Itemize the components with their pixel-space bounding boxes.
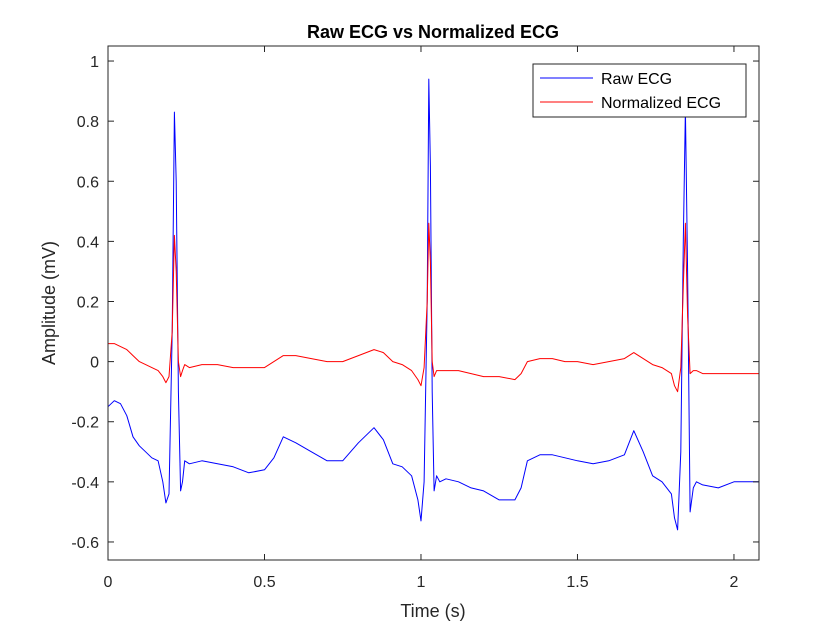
x-tick-label: 1 xyxy=(417,574,426,591)
y-tick-label: -0.2 xyxy=(71,415,99,432)
chart-title: Raw ECG vs Normalized ECG xyxy=(307,22,559,42)
series-lines xyxy=(107,78,759,531)
plot-frame xyxy=(107,45,760,561)
legend-label-normalized-ecg: Normalized ECG xyxy=(601,95,721,112)
legend-label-raw-ecg: Raw ECG xyxy=(601,71,672,88)
y-tick-label: -0.6 xyxy=(71,535,99,552)
x-axis: 0 0.5 1 1.5 2 xyxy=(104,46,739,591)
x-axis-label: Time (s) xyxy=(400,601,465,621)
y-tick-label: 0.2 xyxy=(77,294,99,311)
x-tick-label: 0.5 xyxy=(253,574,275,591)
x-tick-label: 1.5 xyxy=(566,574,588,591)
y-tick-label: 0.8 xyxy=(77,114,99,131)
x-tick-label: 0 xyxy=(104,574,113,591)
y-tick-label: 0.6 xyxy=(77,174,99,191)
y-tick-label: -0.4 xyxy=(71,475,99,492)
legend: Raw ECG Normalized ECG xyxy=(532,63,747,118)
y-axis: -0.6 -0.4 -0.2 0 0.2 0.4 0.6 0.8 1 xyxy=(71,54,759,552)
y-tick-label: 0 xyxy=(90,355,99,372)
y-tick-label: 0.4 xyxy=(77,234,99,251)
x-tick-label: 2 xyxy=(730,574,739,591)
legend-box xyxy=(532,63,747,118)
series-line-normalized-ecg xyxy=(108,222,759,393)
y-tick-label: 1 xyxy=(90,54,99,71)
y-axis-label: Amplitude (mV) xyxy=(39,241,59,365)
